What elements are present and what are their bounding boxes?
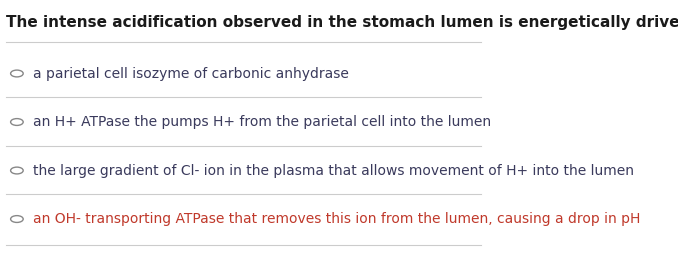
Text: The intense acidification observed in the stomach lumen is energetically driven : The intense acidification observed in th… bbox=[6, 15, 678, 29]
Text: a parietal cell isozyme of carbonic anhydrase: a parietal cell isozyme of carbonic anhy… bbox=[33, 67, 348, 81]
Text: the large gradient of Cl- ion in the plasma that allows movement of H+ into the : the large gradient of Cl- ion in the pla… bbox=[33, 164, 634, 178]
Text: an OH- transporting ATPase that removes this ion from the lumen, causing a drop : an OH- transporting ATPase that removes … bbox=[33, 212, 640, 226]
Text: an H+ ATPase the pumps H+ from the parietal cell into the lumen: an H+ ATPase the pumps H+ from the parie… bbox=[33, 115, 491, 129]
